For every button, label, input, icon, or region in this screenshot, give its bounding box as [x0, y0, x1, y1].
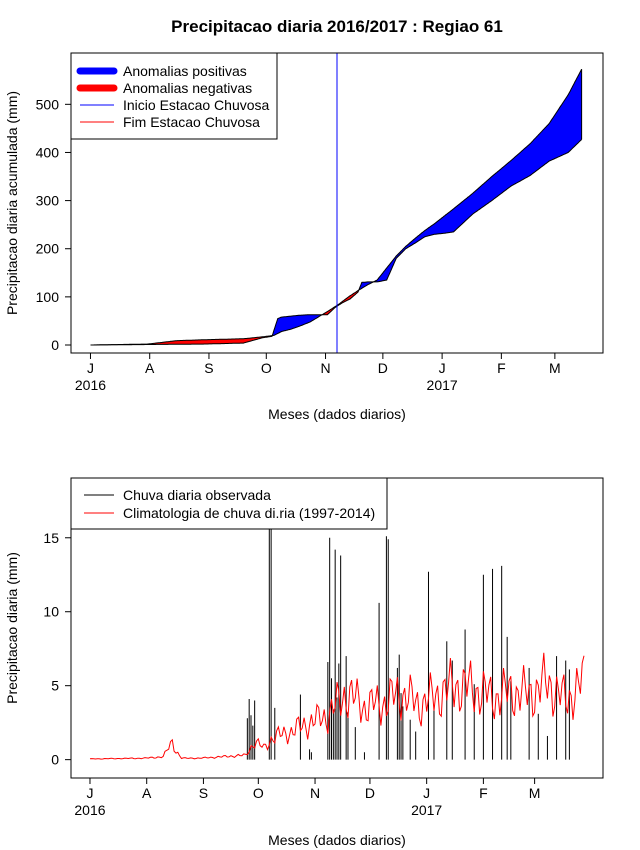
x-tick-label: M	[529, 785, 541, 801]
x-tick-label: J	[439, 360, 446, 376]
x-tick-label: N	[310, 785, 320, 801]
climatology-series	[89, 652, 585, 760]
x-tick-label: N	[320, 360, 330, 376]
y-axis-label: Precipitacao diaria (mm)	[4, 552, 20, 704]
y-tick-label: 10	[43, 604, 59, 620]
y-tick-label: 15	[43, 530, 59, 546]
cumulative-lines	[90, 68, 583, 346]
y-tick-label: 5	[51, 678, 59, 694]
x-tick-label: M	[549, 360, 561, 376]
cumulative-precip-panel: Precipitacao diaria 2016/2017 : Regiao 6…	[4, 17, 604, 422]
x-tick-label: O	[261, 360, 272, 376]
legend-label-observed: Chuva diaria observada	[123, 487, 271, 503]
x-tick-label: D	[378, 360, 388, 376]
x-tick-label: F	[479, 785, 488, 801]
legend-label-start: Inicio Estacao Chuvosa	[123, 97, 270, 113]
negative-anomaly-area	[90, 335, 273, 345]
x-year-label: 2016	[74, 802, 105, 818]
x-tick-label: J	[87, 360, 94, 376]
y-tick-label: 0	[51, 337, 59, 353]
climatology-line	[89, 652, 585, 760]
x-tick-label: F	[497, 360, 506, 376]
x-tick-label: S	[204, 360, 213, 376]
x-tick-label: O	[253, 785, 264, 801]
chart-title: Precipitacao diaria 2016/2017 : Regiao 6…	[171, 17, 503, 36]
climatology-cumulative-line	[90, 68, 583, 346]
legend: Anomalias positivas Anomalias negativas …	[70, 52, 278, 140]
y-tick-label: 100	[36, 289, 60, 305]
x-tick-label: A	[142, 785, 152, 801]
y-axis: 0 5 10 15	[43, 530, 72, 768]
legend-label-climatology: Climatologia de chuva di.ria (1997-2014)	[123, 505, 375, 521]
y-axis: 0 100 200 300 400 500	[36, 96, 72, 353]
y-tick-label: 200	[36, 241, 60, 257]
legend-box	[70, 477, 388, 530]
y-tick-label: 0	[51, 752, 59, 768]
x-year-label: 2017	[411, 802, 442, 818]
legend-label-positive: Anomalias positivas	[123, 63, 247, 79]
x-tick-label: D	[365, 785, 375, 801]
x-tick-label: J	[86, 785, 93, 801]
y-axis-label: Precipitacao diaria acumulada (mm)	[4, 91, 20, 315]
x-year-label: 2016	[75, 377, 106, 393]
legend-label-end: Fim Estacao Chuvosa	[123, 114, 260, 130]
x-tick-label: S	[199, 785, 208, 801]
legend-box	[70, 52, 278, 140]
x-axis-label: Meses (dados diarios)	[268, 832, 406, 848]
legend-label-negative: Anomalias negativas	[123, 80, 252, 96]
y-tick-label: 300	[36, 193, 60, 209]
observed-cumulative-line	[90, 139, 582, 346]
y-tick-label: 500	[36, 96, 60, 112]
legend: Chuva diaria observada Climatologia de c…	[70, 477, 388, 530]
positive-anomaly-area	[358, 69, 582, 291]
y-tick-label: 400	[36, 144, 60, 160]
x-tick-label: J	[423, 785, 430, 801]
x-axis-label: Meses (dados diarios)	[268, 406, 406, 422]
x-year-label: 2017	[427, 377, 458, 393]
x-tick-label: A	[145, 360, 155, 376]
